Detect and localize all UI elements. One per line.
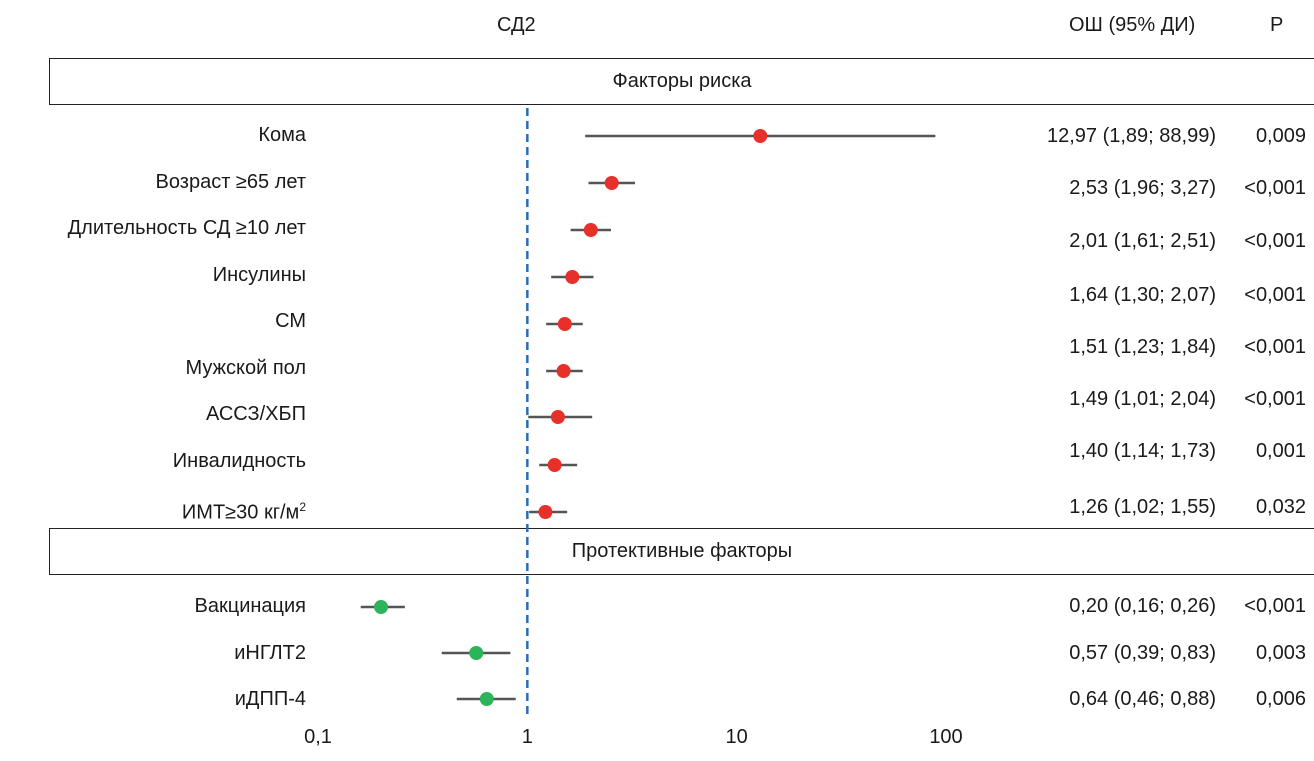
p-value: 0,003 (1255, 642, 1306, 664)
p-column-header: P (1270, 14, 1284, 36)
row-label: Возраст ≥65 лет (155, 171, 306, 193)
or-point (547, 458, 562, 472)
p-value: <0,001 (1244, 388, 1306, 410)
or-point (479, 692, 494, 706)
section-risk-title: Факторы риска (612, 70, 752, 92)
p-value: 0,009 (1255, 125, 1306, 147)
group-header: СД2 (497, 14, 536, 36)
or-point (753, 129, 768, 143)
row-label: иНГЛТ2 (234, 642, 306, 664)
or-point (565, 270, 580, 284)
section-protective-factors: Протективные факторы (49, 528, 1314, 575)
or-point (604, 176, 619, 190)
row-label: Кома (258, 124, 306, 146)
row-label: Вакцинация (194, 595, 306, 617)
row-label: Мужской пол (185, 357, 307, 379)
or-point (557, 317, 572, 331)
row-label: СМ (275, 310, 306, 332)
or-ci-value: 1,51 (1,23; 1,84) (1069, 336, 1216, 358)
or-point (538, 505, 553, 519)
row-label: Длительность СД ≥10 лет (67, 217, 306, 239)
or-point (583, 223, 598, 237)
p-value: 0,001 (1255, 440, 1306, 462)
p-value: 0,032 (1255, 496, 1306, 518)
section-protective-title: Протективные факторы (571, 540, 793, 562)
or-ci-value: 2,01 (1,61; 2,51) (1069, 230, 1216, 252)
x-tick-label: 1 (521, 726, 533, 748)
x-tick-label: 100 (929, 726, 963, 748)
or-ci-value: 2,53 (1,96; 3,27) (1069, 177, 1216, 199)
row-label: Инвалидность (172, 450, 306, 472)
p-value: <0,001 (1244, 595, 1306, 617)
or-ci-value: 1,40 (1,14; 1,73) (1069, 440, 1216, 462)
or-column-header: ОШ (95% ДИ) (1069, 14, 1196, 36)
row-label: Инсулины (212, 264, 306, 286)
p-value: <0,001 (1244, 230, 1306, 252)
or-ci-value: 12,97 (1,89; 88,99) (1046, 125, 1216, 147)
p-value: <0,001 (1244, 177, 1306, 199)
or-ci-value: 0,20 (0,16; 0,26) (1069, 595, 1216, 617)
p-value: <0,001 (1244, 284, 1306, 306)
or-ci-value: 1,49 (1,01; 2,04) (1069, 388, 1216, 410)
or-ci-value: 0,64 (0,46; 0,88) (1069, 688, 1216, 710)
or-point (469, 646, 484, 660)
label-superscript: 2 (299, 500, 306, 514)
section-risk-factors: Факторы риска (49, 58, 1314, 105)
row-label: иДПП-4 (234, 688, 306, 710)
p-value: 0,006 (1255, 688, 1306, 710)
or-point (556, 364, 571, 378)
or-ci-value: 0,57 (0,39; 0,83) (1069, 642, 1216, 664)
or-point (374, 600, 389, 614)
or-ci-value: 1,64 (1,30; 2,07) (1069, 284, 1216, 306)
p-value: <0,001 (1244, 336, 1306, 358)
row-label: ИМТ≥30 кг/м2 (181, 500, 306, 524)
x-tick-label: 0,1 (304, 726, 332, 748)
or-point (550, 410, 565, 424)
or-ci-value: 1,26 (1,02; 1,55) (1069, 496, 1216, 518)
x-tick-label: 10 (725, 726, 748, 748)
row-label: АССЗ/ХБП (205, 403, 306, 425)
